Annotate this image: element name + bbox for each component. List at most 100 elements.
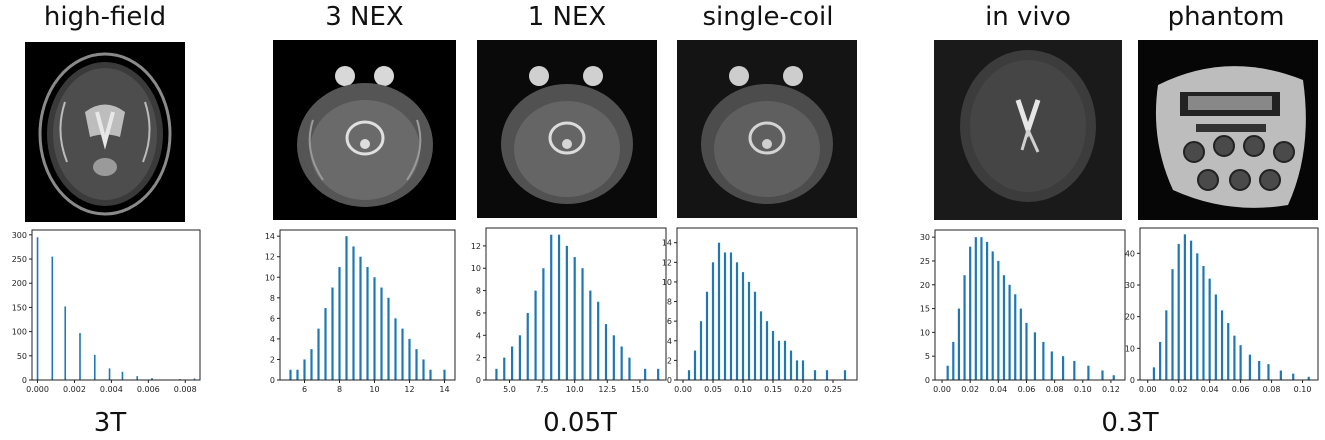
bar-in-vivo-21	[1101, 370, 1104, 380]
title-1-nex: 1 NEX	[527, 2, 607, 32]
bar-1-NEX-10	[573, 257, 576, 380]
x-tick-label-high-field-2: 0.004	[100, 385, 123, 394]
bar-phantom-14	[1239, 345, 1242, 380]
bar-1-NEX-8	[557, 234, 561, 380]
bar-in-vivo-1	[952, 341, 955, 380]
x-tick-label-phantom-2: 0.04	[1201, 385, 1219, 394]
bar-3-NEX-0	[289, 369, 292, 380]
bar-high-field-7	[136, 376, 139, 380]
y-tick-label-high-field-3: 150	[12, 303, 27, 312]
bar-3-NEX-20	[429, 369, 432, 380]
bar-phantom-18	[1279, 370, 1282, 380]
x-tick-label-phantom-5: 0.10	[1294, 385, 1312, 394]
x-tick-label-in-vivo-5: 0.10	[1074, 385, 1092, 394]
bar-3-NEX-19	[422, 359, 425, 380]
bar-phantom-2	[1165, 310, 1168, 380]
bar-phantom-10	[1214, 294, 1217, 380]
bar-in-vivo-22	[1112, 375, 1115, 380]
y-tick-label-high-field-0: 0	[22, 376, 27, 385]
bar-high-field-5	[108, 368, 111, 380]
bar-3-NEX-14	[387, 297, 390, 380]
bar-single-coil-9	[741, 272, 745, 380]
bar-in-vivo-14	[1025, 322, 1028, 380]
x-tick-label-in-vivo-2: 0.04	[989, 385, 1007, 394]
y-tick-label-3-NEX-2: 4	[270, 335, 275, 344]
bar-in-vivo-18	[1061, 356, 1065, 380]
bar-1-NEX-15	[612, 335, 615, 380]
bar-high-field-0	[36, 237, 39, 380]
x-tick-label-high-field-0: 0.000	[26, 385, 49, 394]
histogram-phantom: 0.00 0.02 0.04 0.06 0.08 0.10 0 10 20 30 40	[1125, 227, 1319, 394]
histogram-3-nex: 6 8 10 12 14 0 2 4 6 8 10 12 14	[265, 229, 456, 394]
bar-1-NEX-19	[657, 368, 660, 380]
mri-image-high-field	[25, 42, 185, 222]
bar-in-vivo-9	[997, 260, 1000, 380]
mri-image-in-vivo	[934, 40, 1122, 220]
group-label-0-05t: 0.05T	[543, 408, 617, 438]
bar-3-NEX-17	[408, 338, 411, 380]
bar-phantom-6	[1189, 240, 1193, 380]
y-tick-label-single-coil-2: 4	[667, 337, 672, 346]
title-in-vivo: in vivo	[985, 2, 1071, 32]
bar-1-NEX-14	[604, 324, 608, 380]
x-tick-label-1-NEX-0: 5.0	[503, 385, 516, 394]
bar-single-coil-3	[705, 291, 709, 380]
axes-frame-3-NEX	[279, 229, 456, 381]
bar-in-vivo-10	[1002, 275, 1006, 380]
histogram-1-nex: 5.0 7.5 10.0 12.5 15.0 0 2 4 6 8 10 12	[471, 227, 667, 394]
y-tick-label-in-vivo-0: 0	[925, 376, 930, 385]
y-tick-label-single-coil-6: 12	[662, 258, 672, 267]
bar-3-NEX-1	[296, 369, 299, 380]
bar-3-NEX-11	[366, 266, 369, 380]
bar-single-coil-15	[777, 340, 781, 380]
y-tick-label-3-NEX-1: 2	[270, 355, 275, 364]
y-tick-label-1-NEX-1: 2	[476, 354, 481, 363]
bar-in-vivo-17	[1050, 351, 1053, 380]
axes-frame-high-field	[31, 229, 201, 381]
x-tick-label-3-NEX-1: 8	[337, 385, 342, 394]
bar-single-coil-8	[735, 262, 739, 380]
bar-single-coil-20	[813, 370, 817, 380]
x-tick-label-3-NEX-3: 12	[404, 385, 414, 394]
x-tick-label-3-NEX-2: 10	[369, 385, 379, 394]
bar-3-NEX-8	[345, 236, 348, 380]
bar-single-coil-21	[825, 370, 829, 380]
y-tick-label-1-NEX-5: 10	[471, 264, 481, 273]
title-high-field: high-field	[43, 2, 167, 32]
x-tick-label-single-coil-5: 0.25	[824, 385, 842, 394]
y-tick-label-phantom-2: 20	[1125, 313, 1135, 322]
x-tick-label-1-NEX-4: 15.0	[631, 385, 649, 394]
x-tick-label-in-vivo-6: 0.12	[1102, 385, 1120, 394]
x-tick-label-phantom-0: 0.00	[1139, 385, 1157, 394]
bar-single-coil-6	[723, 252, 727, 380]
bar-single-coil-19	[801, 360, 805, 380]
bar-phantom-12	[1227, 323, 1230, 380]
bar-in-vivo-19	[1073, 360, 1076, 380]
bar-in-vivo-12	[1014, 294, 1017, 380]
x-tick-label-in-vivo-1: 0.02	[961, 385, 979, 394]
bar-in-vivo-4	[969, 246, 972, 380]
x-tick-label-1-NEX-1: 7.5	[536, 385, 549, 394]
bar-1-NEX-6	[542, 268, 545, 380]
mri-image-1-nex	[477, 40, 657, 218]
group-label-3t: 3T	[93, 408, 127, 438]
x-tick-label-1-NEX-2: 10.0	[566, 385, 584, 394]
y-tick-label-in-vivo-6: 30	[920, 233, 930, 242]
bar-single-coil-13	[765, 321, 769, 380]
axes-frame-phantom	[1139, 227, 1319, 381]
bar-in-vivo-8	[991, 251, 994, 380]
bar-in-vivo-3	[963, 275, 966, 380]
bar-in-vivo-15	[1033, 332, 1037, 380]
bar-high-field-3	[79, 333, 81, 380]
bar-1-NEX-3	[518, 335, 522, 380]
x-tick-label-single-coil-4: 0.20	[794, 385, 812, 394]
y-tick-label-in-vivo-3: 15	[920, 305, 930, 314]
bar-phantom-17	[1267, 364, 1270, 380]
bar-1-NEX-9	[565, 245, 568, 380]
bar-1-NEX-4	[526, 312, 529, 380]
y-tick-label-1-NEX-0: 0	[476, 376, 481, 385]
bar-in-vivo-6	[980, 237, 983, 380]
x-tick-label-1-NEX-3: 12.5	[598, 385, 616, 394]
bar-phantom-15	[1248, 354, 1251, 380]
y-tick-label-single-coil-0: 0	[667, 376, 672, 385]
